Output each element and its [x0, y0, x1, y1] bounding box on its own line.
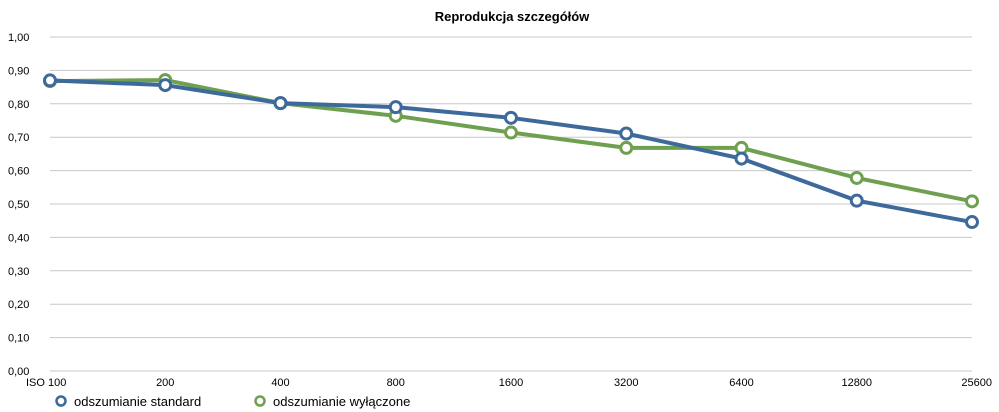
- chart-title: Reprodukcja szczegółów: [435, 9, 590, 24]
- y-tick-label: 0,00: [8, 366, 29, 378]
- y-tick-label: 0,30: [8, 266, 29, 278]
- y-tick-label: 0,90: [8, 65, 29, 77]
- legend: odszumianie standard odszumianie wyłączo…: [55, 394, 410, 409]
- x-tick-label: 200: [156, 377, 174, 389]
- y-tick-label: 0,50: [8, 199, 29, 211]
- gridlines: [50, 36, 972, 372]
- series-lines: [43, 73, 979, 230]
- data-point: [734, 151, 749, 166]
- data-point: [849, 193, 864, 208]
- data-point: [504, 125, 518, 140]
- x-tick-label: 400: [271, 377, 289, 389]
- data-point: [619, 140, 634, 155]
- legend-label-standard: odszumianie standard: [74, 394, 201, 409]
- y-tick-label: 1,00: [8, 32, 29, 44]
- data-point: [158, 78, 173, 93]
- y-tick-label: 0,20: [8, 299, 29, 311]
- legend-item-wylaczone: odszumianie wyłączone: [254, 394, 410, 409]
- y-tick-label: 0,10: [8, 333, 29, 345]
- series-wylaczone: [43, 73, 979, 209]
- data-point: [965, 194, 979, 209]
- x-tick-label: ISO 100: [26, 377, 66, 389]
- data-point: [965, 215, 979, 230]
- data-point: [849, 170, 864, 185]
- x-tick-label: 1600: [499, 377, 523, 389]
- y-tick-label: 0,60: [8, 166, 29, 178]
- x-tick-label: 800: [387, 377, 405, 389]
- legend-marker-standard: [55, 395, 67, 407]
- data-point: [43, 73, 57, 88]
- series-line: [49, 78, 973, 204]
- series-standard: [43, 73, 979, 230]
- x-tick-label: 12800: [841, 377, 872, 389]
- x-tick-label: 3200: [614, 377, 638, 389]
- legend-item-standard: odszumianie standard: [55, 394, 201, 409]
- data-point: [504, 110, 518, 125]
- x-axis-ticks: ISO 100 200 400 800 1600 3200 6400 12800 25600: [26, 377, 992, 389]
- data-point: [273, 96, 288, 111]
- y-axis-ticks: 0,00 0,10 0,20 0,30 0,40 0,50 0,60 0,70 0,80 0,90…: [8, 32, 29, 378]
- y-tick-label: 0,70: [8, 132, 29, 144]
- data-point: [619, 126, 634, 141]
- y-tick-label: 0,80: [8, 99, 29, 111]
- x-tick-label: 25600: [961, 377, 992, 389]
- legend-marker-wylaczone: [254, 395, 266, 407]
- y-tick-label: 0,40: [8, 232, 29, 244]
- data-point: [388, 100, 403, 115]
- x-tick-label: 6400: [729, 377, 753, 389]
- series-line: [49, 78, 973, 225]
- legend-label-wylaczone: odszumianie wyłączone: [273, 394, 410, 409]
